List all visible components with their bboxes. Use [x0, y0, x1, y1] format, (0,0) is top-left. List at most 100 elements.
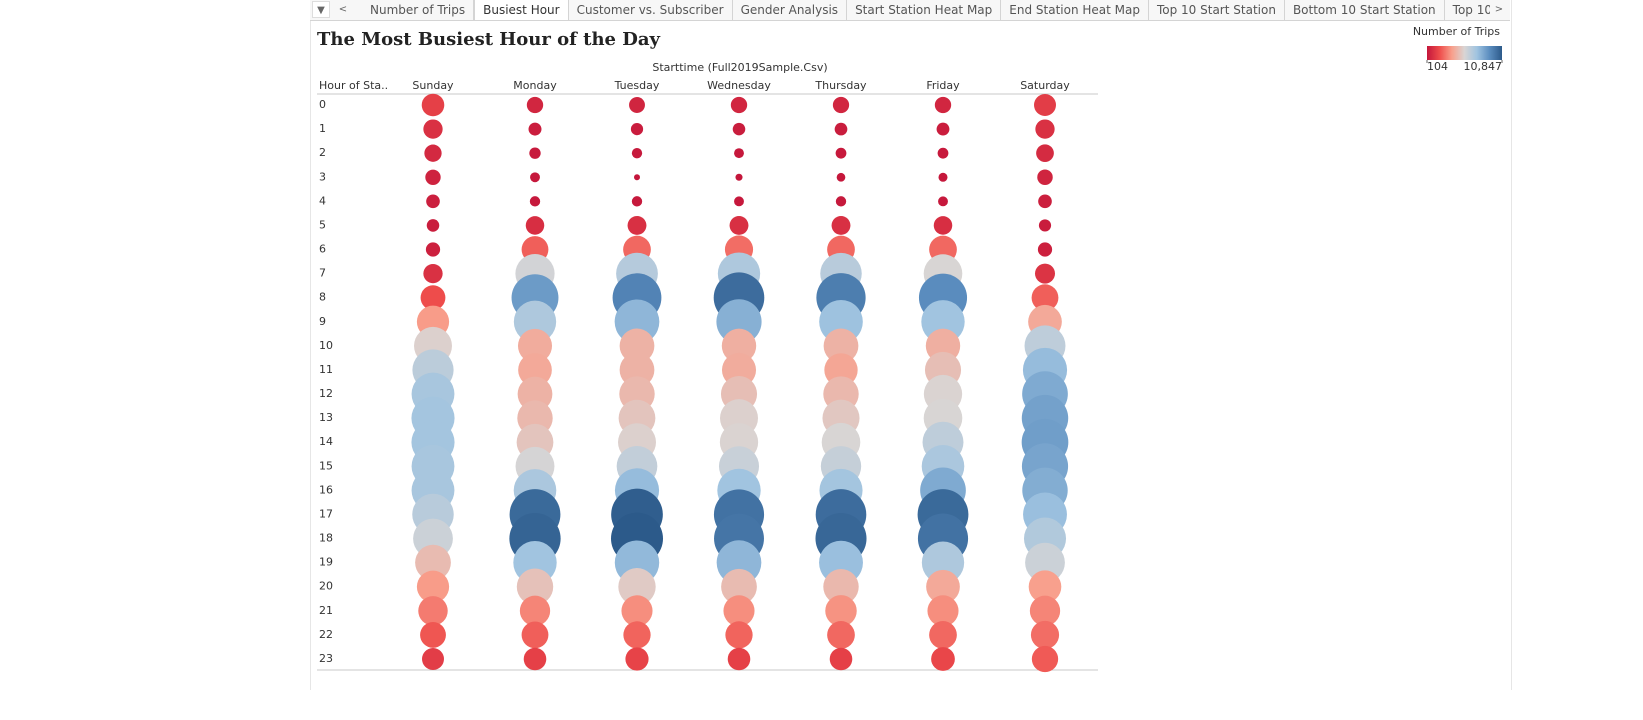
row-label: 8 [319, 291, 326, 304]
bubble [937, 147, 949, 159]
chart: The Most Busiest Hour of the Day Startti… [317, 25, 1503, 673]
bubble [422, 648, 444, 670]
row-label: 5 [319, 218, 326, 231]
row-label: 1 [319, 122, 326, 135]
bubble [631, 147, 643, 159]
bubble [721, 568, 757, 605]
bubble [1034, 94, 1056, 116]
bubble [618, 568, 656, 606]
row-label: 21 [319, 604, 333, 617]
tab-menu[interactable]: ▼ [312, 1, 330, 18]
bubble [938, 172, 948, 182]
bubble [831, 215, 851, 235]
bubble [634, 174, 640, 181]
bubble [725, 621, 753, 649]
bubble [529, 196, 541, 207]
bubble [1031, 284, 1059, 312]
row-label: 16 [319, 483, 333, 496]
bubble [827, 621, 855, 649]
bubble [631, 196, 643, 207]
tabs: Number of Trips Busiest Hour Customer vs. … [362, 0, 1490, 20]
bubble [425, 169, 441, 185]
bubble [523, 647, 547, 671]
bubble [735, 173, 743, 181]
tab[interactable]: Start Station Heat Map [847, 0, 1002, 20]
chart-title: The Most Busiest Hour of the Day [317, 29, 661, 50]
bubble [835, 147, 847, 159]
bubble [1031, 645, 1059, 673]
bubble [926, 569, 960, 604]
legend-tick-label: 104 [1427, 60, 1448, 73]
tab[interactable]: Number of Trips [362, 0, 475, 20]
y-axis-label: Hour of Sta.. [319, 79, 388, 92]
column-label: Monday [513, 79, 557, 92]
bubble [519, 595, 551, 626]
row-label: 23 [319, 652, 333, 665]
row-label: 6 [319, 243, 326, 256]
bubble [836, 172, 846, 182]
tab[interactable]: Busiest Hour [474, 0, 569, 20]
bubble [1028, 570, 1062, 604]
row-label: 2 [319, 146, 326, 159]
column-label: Thursday [814, 79, 867, 92]
bubble [517, 328, 553, 363]
row-label: 4 [319, 194, 326, 207]
bubble [526, 96, 544, 114]
tab-prev[interactable]: < [338, 4, 348, 15]
dashboard-frame [310, 0, 1512, 690]
column-label: Friday [926, 79, 960, 92]
column-label: Tuesday [614, 79, 660, 92]
bubble [627, 215, 647, 235]
bubble [929, 621, 957, 649]
bubble [528, 122, 542, 136]
bubble [824, 353, 858, 387]
bubble [936, 122, 950, 136]
tab[interactable]: Customer vs. Subscriber [569, 0, 733, 20]
bubble [834, 122, 848, 136]
bubble [521, 621, 549, 649]
bubble [425, 242, 441, 257]
tab[interactable]: End Station Heat Map [1001, 0, 1149, 20]
bubble [525, 216, 545, 235]
tab[interactable]: Top 10 Start Station [1149, 0, 1285, 20]
bubble [1030, 620, 1060, 649]
bubble [734, 148, 744, 159]
bubble [921, 541, 965, 584]
bubble [530, 172, 540, 183]
bubble [934, 96, 952, 114]
row-label: 19 [319, 556, 333, 569]
row-label: 14 [319, 435, 333, 448]
row-label: 15 [319, 459, 333, 472]
column-label: Sunday [412, 79, 454, 92]
bubble [421, 93, 445, 117]
bubble [721, 328, 757, 364]
row-label: 3 [319, 170, 326, 183]
row-label: 11 [319, 363, 333, 376]
tab[interactable]: Top 10 End Station [1445, 0, 1490, 20]
bubble [529, 147, 541, 159]
bubble [415, 544, 451, 581]
bubble [518, 353, 552, 387]
bubble [1036, 144, 1054, 163]
bubble [832, 96, 850, 114]
bubble [630, 122, 644, 136]
bubble [825, 595, 857, 627]
bubble [723, 595, 755, 627]
tab-next[interactable]: > [1494, 4, 1504, 15]
bubble [829, 647, 853, 671]
bubble [1038, 194, 1052, 209]
bubble [933, 216, 953, 235]
row-label: 9 [319, 315, 326, 328]
tab-bar: ▼ < Number of Trips Busiest Hour Customer … [310, 0, 1510, 21]
bubble [513, 300, 557, 343]
tab[interactable]: Gender Analysis [733, 0, 848, 20]
bubble [835, 196, 847, 207]
row-label: 10 [319, 339, 333, 352]
bubble [1025, 542, 1065, 583]
bubble [623, 621, 651, 649]
row-label: 17 [319, 507, 333, 520]
row-label: 22 [319, 628, 333, 641]
tab[interactable]: Bottom 10 Start Station [1285, 0, 1445, 20]
bubble [1035, 119, 1055, 139]
